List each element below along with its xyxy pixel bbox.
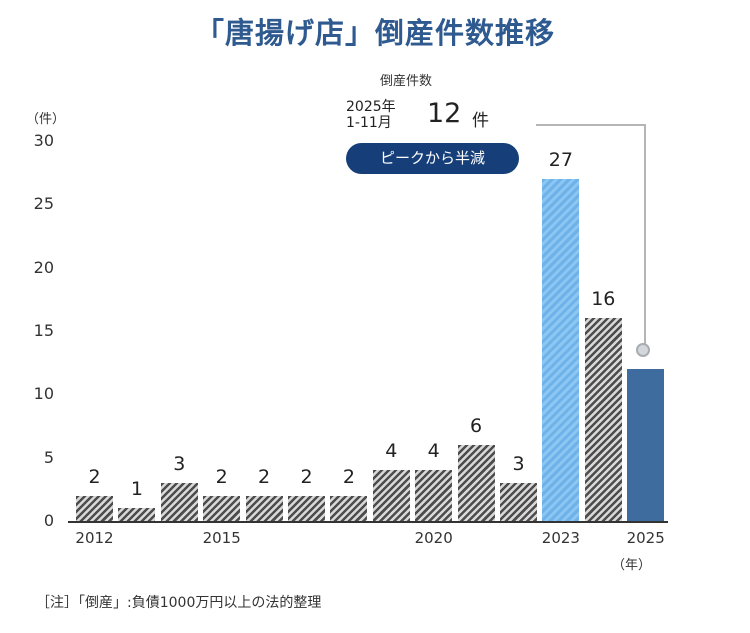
bar-value-label: 2 (300, 465, 313, 488)
bar-2022 (500, 483, 537, 521)
x-tick-label: 2012 (75, 529, 114, 547)
callout-period-year: 2025年 (346, 99, 396, 115)
bar-2018 (330, 495, 368, 521)
x-axis-unit: （年） (612, 558, 652, 573)
bar-value-label: 2 (258, 465, 271, 488)
bar-value-label: 2 (342, 465, 355, 488)
y-tick-label: 10 (33, 384, 54, 404)
bar-2015 (203, 495, 241, 521)
bar-2016 (245, 495, 283, 521)
x-tick-label: 2025 (626, 529, 665, 547)
bar-2025 (627, 369, 665, 521)
y-tick-label: 30 (33, 131, 54, 150)
leader-line-vertical (644, 124, 646, 350)
callout-value: 12 (427, 98, 462, 129)
bar-value-label: 3 (512, 453, 525, 475)
bar-value-label: 6 (470, 415, 483, 437)
bar-2020 (415, 470, 453, 521)
y-tick-label: 15 (33, 321, 54, 340)
peak-halved-badge: ピークから半減 (346, 143, 519, 174)
footnote: ［注］「倒産」:負債1000万円以上の法的整理 (36, 595, 322, 611)
leader-dot-icon (636, 343, 650, 357)
x-tick-label: 2020 (414, 529, 453, 547)
x-tick-label: 2023 (541, 529, 580, 547)
bar-2023 (542, 179, 580, 521)
bar-2021 (457, 445, 495, 521)
bar-2019 (372, 470, 410, 521)
bar-value-label: 27 (548, 149, 573, 171)
bar-value-label: 2 (215, 465, 228, 488)
y-axis-unit: （件） (26, 112, 66, 127)
leader-line-horizontal (536, 124, 646, 126)
bar-2012 (76, 495, 113, 521)
bar-value-label: 4 (427, 440, 440, 463)
bar-2024 (584, 318, 622, 521)
callout-period-months: 1-11月 (346, 115, 392, 131)
callout-period: 2025年 1-11月 (346, 99, 396, 131)
bar-2013 (118, 508, 156, 521)
x-axis-line (68, 521, 668, 523)
y-tick-label: 0 (43, 511, 54, 530)
x-tick-label: 2015 (202, 529, 241, 547)
bar-value-label: 3 (173, 453, 186, 475)
bar-2017 (288, 495, 325, 521)
y-tick-label: 5 (43, 447, 54, 467)
callout-unit: 件 (472, 111, 489, 131)
chart-title: 「唐揚げ店」倒産件数推移 (194, 16, 555, 50)
bar-value-label: 16 (591, 288, 616, 311)
bar-value-label: 2 (88, 465, 101, 488)
y-tick-label: 20 (33, 257, 54, 277)
bar-value-label: 4 (385, 440, 398, 463)
bar-2014 (160, 483, 198, 521)
y-tick-label: 25 (33, 194, 54, 214)
callout-heading: 倒産件数 (380, 74, 433, 89)
bar-value-label: 1 (130, 478, 143, 501)
